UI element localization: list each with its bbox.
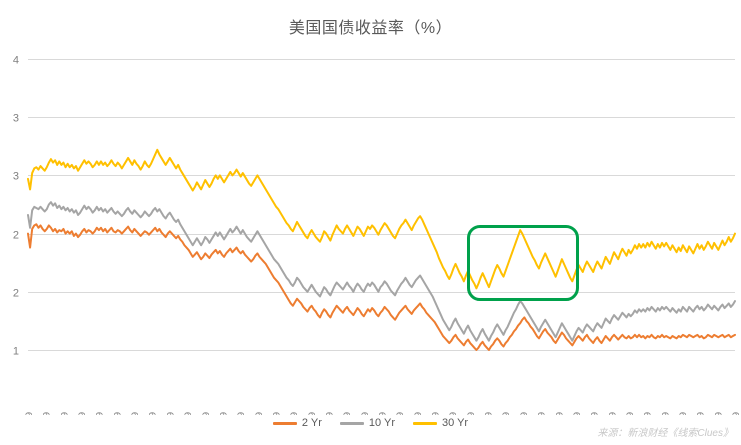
x-axis-tick-label: 04/08/19 <box>218 412 229 415</box>
chart-title: 美国国债收益率（%） <box>288 20 453 37</box>
y-axis-tick-label: 3 <box>13 171 19 183</box>
x-axis-tick-label: 01/02/19 <box>24 412 35 415</box>
x-axis-tick-label: 04/16/19 <box>236 412 247 415</box>
x-axis-tick-label: 02/14/19 <box>112 412 123 415</box>
series-line-2yr <box>27 223 736 351</box>
legend-item-2yr[interactable]: 2 Yr <box>272 417 322 429</box>
x-axis-tick-label: 01/29/19 <box>77 412 88 415</box>
legend-swatch-30yr <box>412 421 437 425</box>
x-axis-tick-label: 05/13/19 <box>289 412 300 415</box>
x-axis-tick-label: 05/21/19 <box>307 412 318 415</box>
x-axis-tick-label: 09/03/19 <box>519 412 530 415</box>
x-axis-tick-label: 02/25/19 <box>130 412 141 415</box>
x-axis-tick-label: 07/22/19 <box>431 412 442 415</box>
x-axis-tick-label: 08/07/19 <box>466 412 477 415</box>
x-axis-tick-label: 05/30/19 <box>325 412 336 415</box>
x-axis-tick-label: 02/06/19 <box>95 412 106 415</box>
x-axis-tick-label: 08/23/19 <box>501 412 512 415</box>
legend-label-30yr: 30 Yr <box>441 417 469 429</box>
x-axis-tick-label: 07/03/19 <box>395 412 406 415</box>
x-axis-tick-label: 11/01/19 <box>643 412 654 415</box>
x-axis-tick-label: 06/25/19 <box>378 412 389 415</box>
x-axis-tick-label: 11/29/19 <box>696 412 707 415</box>
x-axis-tick-label: 03/29/19 <box>201 412 212 415</box>
x-axis-tick-label: 05/03/19 <box>271 412 282 415</box>
x-axis-tick-label: 11/20/19 <box>678 412 689 415</box>
x-axis-tick-label: 03/21/19 <box>183 412 194 415</box>
x-axis-tick-label: 06/17/19 <box>360 412 371 415</box>
x-axis-tick-label: 08/15/19 <box>484 412 495 415</box>
legend-label-2yr: 2 Yr <box>301 417 322 429</box>
legend-swatch-2yr <box>272 421 297 425</box>
x-axis-tick-label: 10/07/19 <box>590 412 601 415</box>
y-axis-tick-label: 2 <box>13 288 19 300</box>
x-axis-tick-label: 03/13/19 <box>165 412 176 415</box>
x-axis-tick-label: 06/07/19 <box>342 412 353 415</box>
x-axis-tick-label: 01/18/19 <box>59 412 70 415</box>
x-axis-tick-label: 09/27/19 <box>572 412 583 415</box>
series-line-30yr <box>27 148 736 290</box>
x-axis-tick-label: 03/05/19 <box>148 412 159 415</box>
x-axis-tick-label: 11/12/19 <box>660 412 671 415</box>
x-axis-tick-label: 09/19/19 <box>554 412 565 415</box>
chart-legend: 2 Yr 10 Yr 30 Yr <box>0 417 741 429</box>
x-axis-tick-label: 04/25/19 <box>254 412 265 415</box>
legend-label-10yr: 10 Yr <box>368 417 395 429</box>
x-axis-tick-label: 01/10/19 <box>42 412 53 415</box>
x-axis-tick-label: 10/16/19 <box>607 412 618 415</box>
gridlines <box>28 59 735 351</box>
series-lines <box>27 148 736 351</box>
legend-item-10yr[interactable]: 10 Yr <box>339 417 395 429</box>
source-note: 来源：新浪财经《线索Clues》 <box>597 428 733 439</box>
x-axis-tick-label: 09/11/19 <box>537 412 548 415</box>
x-axis-tick-label: 12/17/19 <box>731 412 741 415</box>
x-axis-tick-labels: 01/02/19 01/10/19 01/18/19 01/29/19 02/06/19… <box>24 412 741 415</box>
x-axis-tick-label: 10/24/19 <box>625 412 636 415</box>
y-axis-tick-label: 2 <box>13 230 19 242</box>
x-axis-tick-label: 07/12/19 <box>413 412 424 415</box>
y-axis-tick-label: 3 <box>13 113 19 125</box>
y-axis-tick-labels: 4 3 3 2 2 1 <box>13 55 19 358</box>
y-axis-tick-label: 1 <box>13 346 19 358</box>
x-axis-tick-label: 07/30/19 <box>448 412 459 415</box>
series-line-10yr <box>27 201 736 342</box>
legend-item-30yr[interactable]: 30 Yr <box>412 417 469 429</box>
x-axis-tick-label: 12/09/19 <box>713 412 724 415</box>
y-axis-tick-label: 4 <box>13 55 19 67</box>
legend-swatch-10yr <box>339 421 364 425</box>
